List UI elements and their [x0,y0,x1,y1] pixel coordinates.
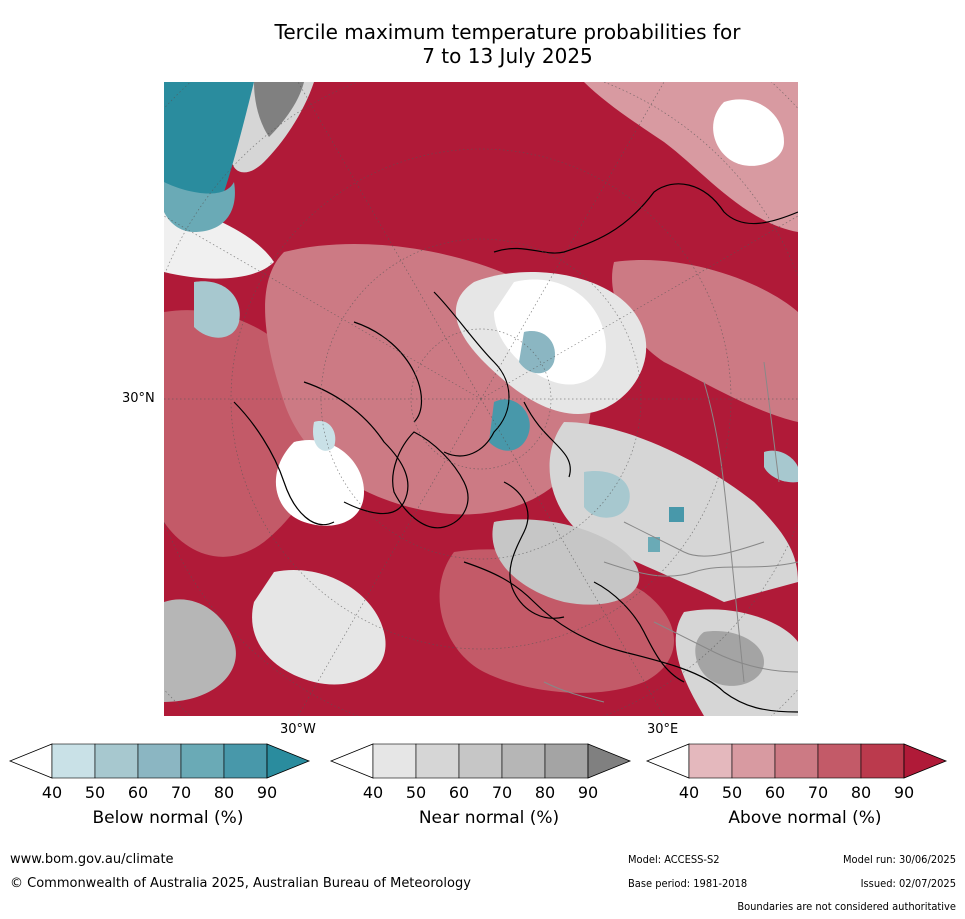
colorbar-near-normal: 40 50 60 70 80 90 Near normal (%) [329,741,649,841]
colorbar-extend-high [266,743,311,779]
colorbar-tick-label: 70 [491,783,513,802]
region-below-normal [164,182,235,232]
region-below-normal [194,281,240,338]
colorbar-below-swatches [8,743,311,779]
region-near-normal [252,570,386,685]
colorbar-extend-high [587,743,632,779]
region-below-normal [519,331,555,374]
colorbar-tick-label: 80 [213,783,235,802]
colorbar-near-swatches [329,743,632,779]
probability-map [164,82,798,716]
footer-issued: Issued: 02/07/2025 [860,877,956,890]
region-below-normal [764,450,798,483]
colorbar-segment [180,743,225,779]
footer-model-run: Model run: 30/06/2025 [843,853,956,866]
colorbar-tick-label: 50 [84,783,106,802]
colorbar-segment [94,743,139,779]
region-neutral [275,440,364,526]
colorbar-extend-low [8,743,53,779]
coastlines [233,183,798,713]
colorbar-tick-label: 80 [850,783,872,802]
colorbar-ticks: 40 50 60 70 80 90 [645,783,965,803]
colorbar-tick-label: 40 [362,783,384,802]
region-below-normal [669,507,684,522]
region-neutral [713,99,784,166]
colorbar-below-normal: 40 50 60 70 80 90 Below normal (%) [8,741,328,841]
colorbar-segment [372,743,417,779]
region-near-normal [254,82,304,137]
colorbar-tick-label: 70 [807,783,829,802]
colorbar-extend-low [645,743,690,779]
colorbar-segment [458,743,503,779]
latitude-label: 30°N [122,391,155,406]
region-above-moderate [612,260,798,422]
colorbar-tick-label: 60 [448,783,470,802]
colorbar-label: Below normal (%) [92,808,244,828]
region-below-normal [489,399,530,451]
region-below-normal [313,421,336,451]
region-near-normal [164,599,236,702]
colorbar-label: Above normal (%) [728,808,882,828]
region-below-normal [164,82,254,209]
longitude-label-east: 30°E [647,722,679,737]
colorbar-segment [415,743,460,779]
map-title: Tercile maximum temperature probabilitie… [274,20,741,68]
footer-boundaries: Boundaries are not considered authoritat… [737,900,956,913]
colorbar-segment [137,743,182,779]
colorbar-tick-label: 60 [127,783,149,802]
footer-model: Model: ACCESS-S2 [628,853,720,866]
colorbar-segment [51,743,96,779]
colorbar-tick-label: 70 [170,783,192,802]
colorbar-tick-label: 80 [534,783,556,802]
colorbar-segment [860,743,905,779]
colorbar-segment [774,743,819,779]
colorbar-above-normal: 40 50 60 70 80 90 Above normal (%) [645,741,965,841]
colorbar-segment [501,743,546,779]
colorbar-ticks: 40 50 60 70 80 90 [8,783,328,803]
colorbar-extend-high [903,743,948,779]
colorbar-tick-label: 90 [893,783,915,802]
colorbar-segment [223,743,268,779]
colorbar-label: Near normal (%) [418,808,560,828]
longitude-label-west: 30°W [280,722,316,737]
region-near-normal [492,519,640,605]
footer-url: www.bom.gov.au/climate [10,852,174,867]
colorbar-segment [817,743,862,779]
region-below-normal [648,537,660,552]
footer-base-period: Base period: 1981-2018 [628,877,748,890]
region-below-normal [584,471,630,518]
colorbar-tick-label: 50 [721,783,743,802]
colorbar-above-swatches [645,743,948,779]
colorbar-segment [731,743,776,779]
colorbar-tick-label: 40 [678,783,700,802]
colorbar-tick-label: 60 [764,783,786,802]
colorbar-tick-label: 90 [256,783,278,802]
colorbar-segment [688,743,733,779]
colorbar-extend-low [329,743,374,779]
colorbar-ticks: 40 50 60 70 80 90 [329,783,649,803]
country-borders [543,361,798,703]
graticule [164,82,798,716]
footer-copyright: © Commonwealth of Australia 2025, Austra… [10,876,471,891]
colorbar-tick-label: 40 [41,783,63,802]
colorbar-segment [544,743,589,779]
colorbar-tick-label: 90 [577,783,599,802]
colorbar-tick-label: 50 [405,783,427,802]
